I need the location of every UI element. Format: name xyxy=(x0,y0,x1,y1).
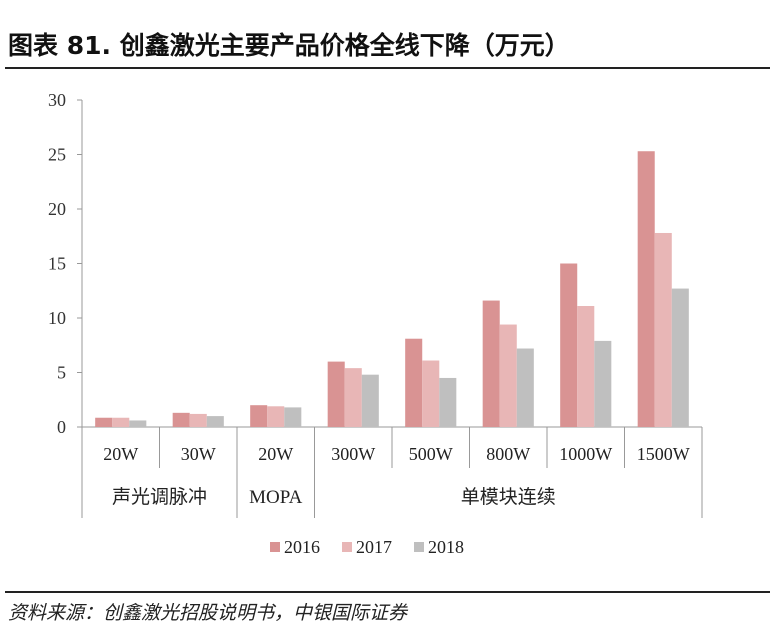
legend-swatch-2016 xyxy=(270,542,280,552)
group-label: 声光调脉冲 xyxy=(112,486,207,508)
bar-2018 xyxy=(439,377,457,427)
bar-2017 xyxy=(344,368,362,427)
bar-2018 xyxy=(594,340,612,427)
y-tick-label: 0 xyxy=(57,417,66,437)
group-label: 单模块连续 xyxy=(461,486,556,508)
bar-2016 xyxy=(327,361,345,427)
y-tick-label: 25 xyxy=(48,145,66,165)
source-divider xyxy=(5,591,770,593)
source-note: 资料来源：创鑫激光招股说明书，中银国际证券 xyxy=(8,602,408,624)
bar-2016 xyxy=(172,412,190,427)
x-category-label: 500W xyxy=(409,444,453,464)
legend-label-2016: 2016 xyxy=(284,537,320,557)
bar-2016 xyxy=(560,263,578,427)
bar-2018 xyxy=(516,348,534,427)
y-tick-label: 5 xyxy=(57,363,66,383)
bar-2017 xyxy=(189,413,207,427)
bar-2017 xyxy=(654,232,672,427)
bar-2018 xyxy=(129,420,147,427)
y-tick-label: 10 xyxy=(48,308,66,328)
x-category-label: 20W xyxy=(103,444,138,464)
group-label: MOPA xyxy=(249,487,302,508)
x-category-label: 30W xyxy=(181,444,216,464)
chart-title: 图表 81. 创鑫激光主要产品价格全线下降（万元） xyxy=(8,31,570,60)
bar-2017 xyxy=(499,324,517,427)
bar-2016 xyxy=(95,417,113,427)
bar-chart: 0 5 10 15 20 25 30 20W 30W 20W 300W 500W 800W 1000W 15… xyxy=(48,90,703,557)
bar-2017 xyxy=(267,406,285,427)
bar-2017 xyxy=(577,306,595,427)
bar-2016 xyxy=(637,151,655,428)
bar-2018 xyxy=(284,407,302,427)
bar-2018 xyxy=(671,288,689,427)
y-tick-label: 30 xyxy=(48,90,66,110)
x-category-label: 1500W xyxy=(637,444,690,464)
legend-swatch-2018 xyxy=(414,542,424,552)
legend-swatch-2017 xyxy=(342,542,352,552)
y-tick-label: 15 xyxy=(48,254,66,274)
x-category-label: 20W xyxy=(258,444,293,464)
bar-2018 xyxy=(206,416,224,427)
bar-2016 xyxy=(250,405,268,427)
bar-2016 xyxy=(405,338,423,427)
y-tick-label: 20 xyxy=(48,199,66,219)
x-category-label: 800W xyxy=(486,444,530,464)
bar-2016 xyxy=(482,300,500,427)
x-category-label: 1000W xyxy=(559,444,612,464)
bar-2017 xyxy=(112,417,130,427)
x-category-label: 300W xyxy=(331,444,375,464)
legend-label-2017: 2017 xyxy=(356,537,392,557)
legend-label-2018: 2018 xyxy=(428,537,464,557)
bar-2017 xyxy=(422,360,440,427)
bar-2018 xyxy=(361,374,379,427)
title-divider xyxy=(5,67,770,69)
